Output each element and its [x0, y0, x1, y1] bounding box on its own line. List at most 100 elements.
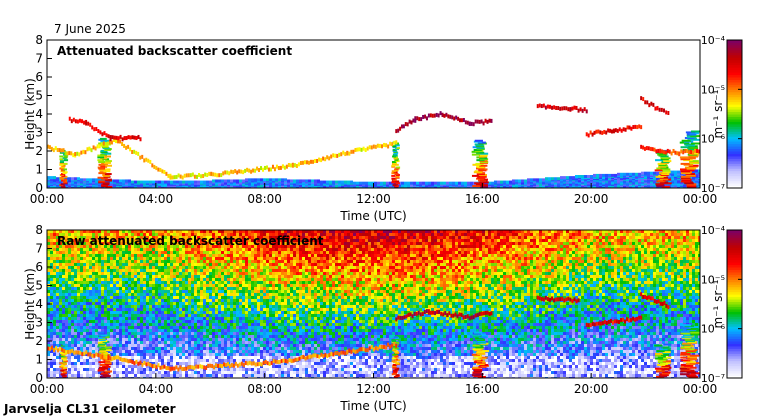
heatmap-cell: [65, 284, 68, 287]
heatmap-cell: [203, 242, 206, 245]
layer-cell: [609, 128, 612, 133]
heatmap-cell: [140, 308, 143, 311]
heatmap-cell: [95, 251, 98, 254]
heatmap-cell: [155, 245, 158, 248]
heatmap-cell: [164, 299, 167, 302]
heatmap-cell: [107, 278, 110, 281]
heatmap-cell: [152, 299, 155, 302]
heatmap-cell: [410, 181, 413, 185]
heatmap-cell: [203, 284, 206, 287]
heatmap-cell: [74, 323, 77, 326]
colorbar-segment: [727, 136, 742, 140]
layer-cell: [378, 143, 381, 148]
heatmap-cell: [50, 263, 53, 266]
heatmap-cell: [173, 302, 176, 305]
heatmap-cell: [98, 257, 101, 260]
heatmap-cell: [131, 278, 134, 281]
heatmap-cell: [170, 326, 173, 329]
heatmap-cell: [182, 296, 185, 299]
heatmap-cell: [146, 275, 149, 278]
heatmap-cell: [68, 353, 71, 356]
heatmap-cell: [140, 263, 143, 266]
heatmap-cell: [119, 374, 122, 377]
heatmap-cell: [644, 171, 647, 175]
layer-cell: [244, 168, 247, 173]
heatmap-cell: [110, 341, 113, 344]
heatmap-cell: [50, 278, 53, 281]
layer-cell: [135, 150, 138, 155]
heatmap-cell: [83, 365, 86, 368]
heatmap-cell: [56, 323, 59, 326]
heatmap-cell: [194, 332, 197, 335]
heatmap-cell: [137, 305, 140, 308]
heatmap-cell: [122, 335, 125, 338]
layer-cell: [406, 122, 409, 127]
heatmap-cell: [176, 335, 179, 338]
heatmap-cell: [143, 281, 146, 284]
heatmap-cell: [98, 263, 101, 266]
heatmap-cell: [83, 281, 86, 284]
heatmap-cell: [122, 326, 125, 329]
column-cell: [690, 130, 700, 133]
heatmap-cell: [110, 308, 113, 311]
heatmap-cell: [152, 347, 155, 350]
heatmap-cell: [59, 332, 62, 335]
heatmap-cell: [98, 236, 101, 239]
heatmap-cell: [116, 368, 119, 371]
heatmap-cell: [182, 230, 185, 233]
heatmap-cell: [80, 332, 83, 335]
heatmap-cell: [137, 326, 140, 329]
heatmap-cell: [98, 260, 101, 263]
heatmap-cell: [110, 323, 113, 326]
heatmap-cell: [173, 362, 176, 365]
layer-cell: [680, 149, 683, 154]
heatmap-cell: [56, 362, 59, 365]
heatmap-cell: [158, 269, 161, 272]
heatmap-cell: [86, 284, 89, 287]
heatmap-cell: [92, 245, 95, 248]
heatmap-cell: [179, 371, 182, 374]
heatmap-cell: [167, 350, 170, 353]
heatmap-cell: [185, 356, 188, 359]
heatmap-cell: [65, 257, 68, 260]
heatmap-cell: [74, 254, 77, 257]
heatmap-cell: [71, 251, 74, 254]
heatmap-cell: [77, 248, 80, 251]
heatmap-cell: [239, 179, 242, 183]
heatmap-cell: [149, 338, 152, 341]
heatmap-cell: [89, 305, 92, 308]
heatmap-cell: [107, 320, 110, 323]
heatmap-cell: [197, 278, 200, 281]
heatmap-cell: [122, 287, 125, 290]
heatmap-cell: [95, 308, 98, 311]
heatmap-cell: [200, 308, 203, 311]
heatmap-cell: [80, 368, 83, 371]
heatmap-cell: [185, 353, 188, 356]
layer-cell: [330, 154, 333, 159]
heatmap-cell: [92, 374, 95, 377]
layer-cell: [143, 158, 146, 163]
layer-cell: [277, 166, 280, 171]
heatmap-cell: [95, 260, 98, 263]
heatmap-cell: [194, 239, 197, 242]
heatmap-cell: [47, 233, 50, 236]
heatmap-cell: [164, 305, 167, 308]
heatmap-cell: [131, 180, 134, 184]
heatmap-cell: [200, 320, 203, 323]
heatmap-cell: [92, 251, 95, 254]
heatmap-cell: [143, 269, 146, 272]
heatmap-cell: [176, 239, 179, 242]
heatmap-cell: [50, 176, 53, 180]
heatmap-cell: [50, 269, 53, 272]
heatmap-cell: [47, 260, 50, 263]
heatmap-cell: [59, 281, 62, 284]
heatmap-cell: [77, 266, 80, 269]
heatmap-cell: [83, 278, 86, 281]
heatmap-cell: [518, 179, 521, 183]
heatmap-cell: [173, 278, 176, 281]
heatmap-cell: [125, 341, 128, 344]
layer-cell: [303, 160, 306, 165]
layer-cell: [451, 115, 454, 120]
heatmap-cell: [185, 180, 188, 184]
heatmap-cell: [98, 320, 101, 323]
